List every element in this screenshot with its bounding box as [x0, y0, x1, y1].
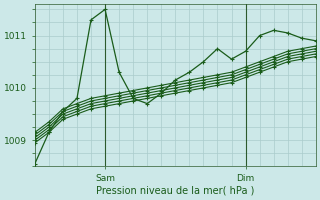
X-axis label: Pression niveau de la mer( hPa ): Pression niveau de la mer( hPa ): [96, 186, 254, 196]
